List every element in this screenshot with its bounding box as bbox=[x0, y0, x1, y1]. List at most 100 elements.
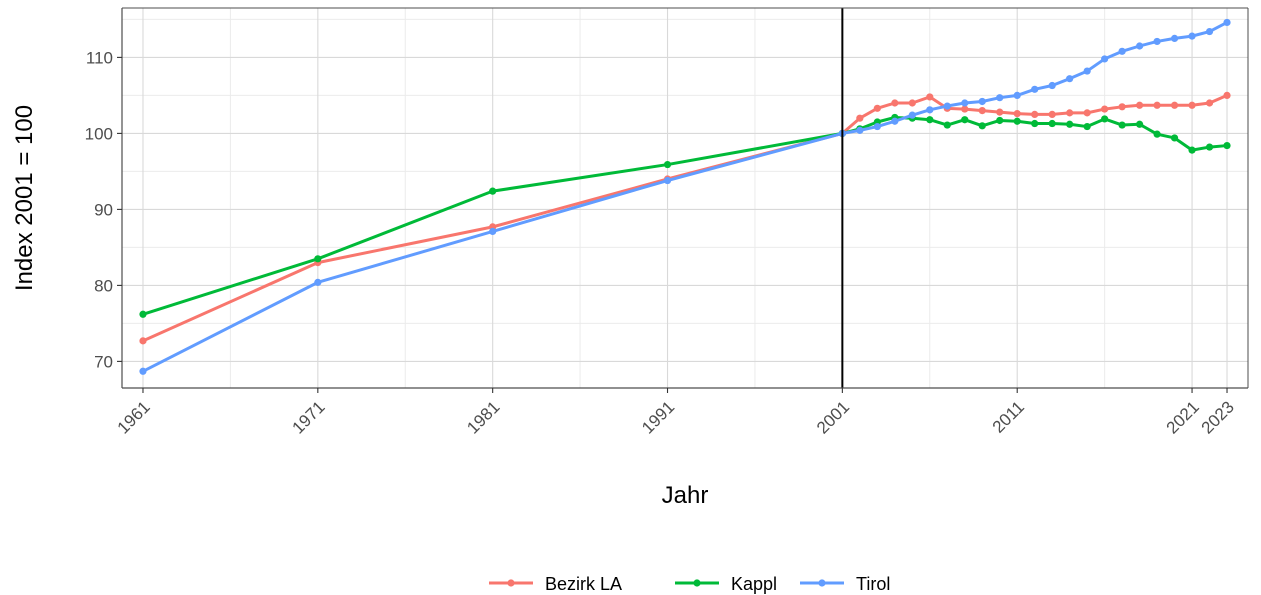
x-tick-label: 2021 bbox=[1163, 397, 1203, 437]
data-point bbox=[996, 116, 1004, 125]
data-point bbox=[1066, 120, 1074, 128]
data-point bbox=[1153, 101, 1161, 109]
minor-gridlines bbox=[122, 8, 1248, 388]
data-point bbox=[1135, 42, 1144, 50]
data-point bbox=[1066, 75, 1074, 83]
data-point bbox=[1170, 34, 1179, 43]
series-line bbox=[141, 93, 1229, 343]
legend-key-point bbox=[507, 579, 515, 587]
legend-key-point bbox=[693, 579, 701, 587]
data-point bbox=[1031, 85, 1039, 93]
data-point bbox=[1013, 91, 1021, 99]
series-line bbox=[141, 115, 1229, 316]
data-point bbox=[1135, 101, 1144, 109]
data-point bbox=[139, 337, 147, 345]
legend-key-point bbox=[818, 579, 826, 587]
y-tick-label: 90 bbox=[94, 200, 113, 219]
data-point bbox=[961, 116, 969, 124]
data-point bbox=[1066, 109, 1074, 117]
data-point bbox=[314, 278, 322, 286]
data-point bbox=[663, 160, 672, 169]
data-point bbox=[1101, 115, 1109, 123]
x-tick-label: 2001 bbox=[813, 397, 853, 437]
data-point bbox=[1083, 122, 1091, 131]
data-point bbox=[489, 227, 497, 236]
y-tick-labels: 70 80 90 100 110 bbox=[85, 48, 122, 371]
data-point bbox=[1188, 101, 1196, 109]
data-point bbox=[856, 126, 864, 134]
data-point bbox=[891, 117, 899, 125]
data-point bbox=[1205, 143, 1214, 151]
y-axis-title: Index 2001 = 100 bbox=[11, 105, 38, 291]
series-bezirk-la bbox=[139, 91, 1231, 345]
data-point bbox=[978, 97, 986, 106]
data-point bbox=[663, 176, 672, 185]
data-point bbox=[489, 187, 497, 195]
axes-layer bbox=[121, 7, 1249, 389]
data-point bbox=[943, 121, 951, 129]
data-point bbox=[1223, 18, 1231, 27]
legend-item-tirol: Tirol bbox=[800, 574, 890, 594]
data-point bbox=[1048, 110, 1056, 118]
x-tick-label: 1971 bbox=[288, 397, 328, 437]
data-point bbox=[891, 99, 899, 107]
data-point bbox=[1153, 130, 1161, 138]
data-point bbox=[961, 105, 969, 113]
data-point bbox=[943, 102, 951, 110]
data-point bbox=[1048, 119, 1056, 128]
data-point bbox=[856, 114, 864, 122]
data-point bbox=[996, 108, 1004, 116]
data-point bbox=[1031, 110, 1039, 118]
data-point bbox=[1083, 67, 1091, 75]
data-point bbox=[1223, 91, 1231, 99]
data-point bbox=[961, 99, 969, 107]
x-tick-label: 2023 bbox=[1198, 397, 1238, 437]
data-point bbox=[926, 93, 934, 101]
data-point bbox=[1101, 55, 1109, 63]
data-point bbox=[139, 367, 147, 375]
data-point bbox=[1135, 120, 1144, 128]
data-point bbox=[926, 116, 934, 124]
x-tick-label: 1991 bbox=[638, 397, 678, 437]
data-point bbox=[1118, 103, 1126, 111]
legend-label: Tirol bbox=[856, 574, 890, 594]
data-point bbox=[1118, 121, 1126, 129]
data-point bbox=[1223, 141, 1231, 150]
data-point bbox=[1083, 109, 1091, 117]
legend-item-bezirk-la: Bezirk LA bbox=[489, 574, 622, 594]
y-tick-label: 80 bbox=[94, 276, 113, 295]
x-axis-title: Jahr bbox=[662, 482, 709, 509]
series-tirol bbox=[139, 18, 1231, 375]
data-point bbox=[1101, 105, 1109, 113]
major-gridlines bbox=[122, 8, 1248, 388]
y-tick-label: 70 bbox=[94, 352, 113, 371]
data-point bbox=[1031, 119, 1039, 128]
data-point bbox=[1188, 32, 1196, 40]
data-point bbox=[978, 122, 986, 130]
data-point bbox=[1170, 134, 1179, 142]
data-point bbox=[1048, 81, 1056, 90]
x-tick-label: 1961 bbox=[114, 397, 154, 437]
x-tick-label: 2011 bbox=[989, 397, 1028, 436]
series-layer bbox=[139, 18, 1231, 375]
data-point bbox=[908, 111, 916, 119]
data-point bbox=[996, 94, 1004, 102]
legend-label: Kappl bbox=[731, 574, 777, 594]
data-point bbox=[908, 99, 916, 107]
y-tick-label: 110 bbox=[86, 48, 113, 67]
data-point bbox=[926, 106, 934, 114]
data-point bbox=[1170, 101, 1179, 109]
legend-item-kappl: Kappl bbox=[675, 574, 777, 594]
y-tick-label: 100 bbox=[85, 124, 113, 143]
data-point bbox=[873, 122, 881, 131]
data-point bbox=[1188, 146, 1196, 154]
series-kappl bbox=[139, 113, 1231, 318]
x-tick-label: 1981 bbox=[463, 397, 503, 437]
data-point bbox=[314, 255, 322, 263]
legend-label: Bezirk LA bbox=[545, 574, 622, 594]
data-point bbox=[1205, 27, 1214, 36]
data-point bbox=[873, 104, 881, 112]
data-point bbox=[1013, 117, 1021, 125]
legend: Bezirk LA Kappl Tirol bbox=[489, 574, 890, 594]
